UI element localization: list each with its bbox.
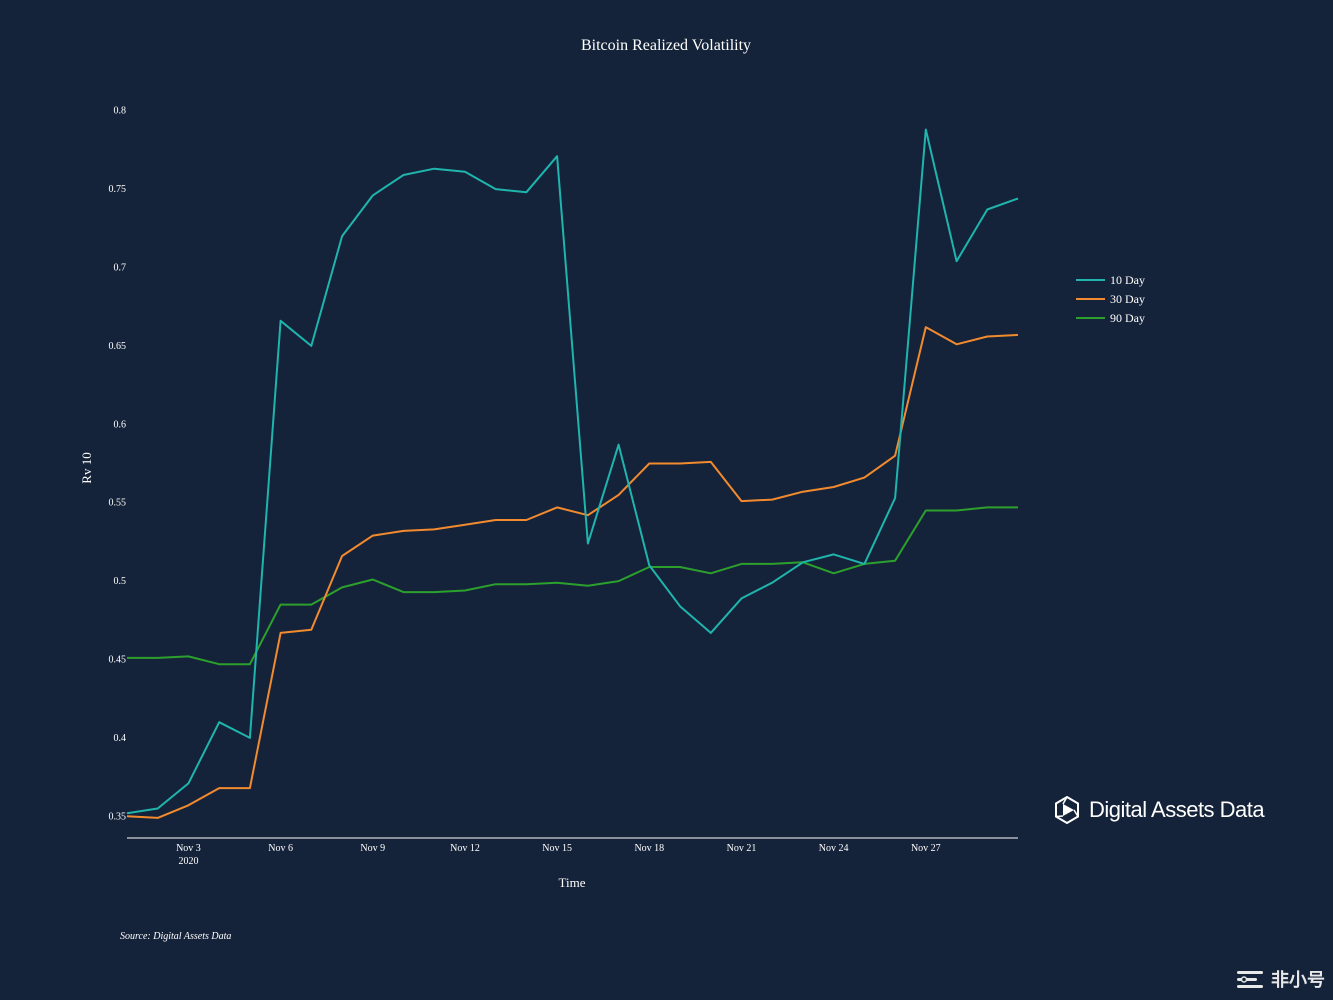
legend[interactable]: 10 Day 30 Day 90 Day bbox=[1076, 273, 1145, 325]
x-tick-label: Nov 9 bbox=[360, 843, 385, 854]
legend-item-90-day[interactable]: 90 Day bbox=[1076, 311, 1145, 325]
x-tick-label: Nov 18 bbox=[634, 843, 664, 854]
series-line-10-day bbox=[126, 128, 1019, 815]
legend-label: 10 Day bbox=[1110, 273, 1145, 287]
y-axis-label: Rv 10 bbox=[79, 452, 94, 483]
y-tick-label: 0.4 bbox=[114, 733, 127, 744]
y-tick-label: 0.75 bbox=[109, 184, 127, 195]
legend-item-10-day[interactable]: 10 Day bbox=[1076, 273, 1145, 287]
legend-label: 90 Day bbox=[1110, 311, 1145, 325]
x-axis-label: Time bbox=[559, 875, 586, 890]
legend-label: 30 Day bbox=[1110, 292, 1145, 306]
y-tick-label: 0.55 bbox=[109, 498, 127, 509]
y-axis: 0.35 0.4 0.45 0.5 0.55 0.6 0.65 0.7 0.75 0.8 bbox=[109, 106, 127, 823]
watermark: 非小号 bbox=[1237, 966, 1325, 992]
x-tick-label: Nov 27 bbox=[911, 843, 941, 854]
y-tick-label: 0.8 bbox=[114, 106, 127, 117]
source-note: Source: Digital Assets Data bbox=[120, 931, 232, 942]
x-tick-label: Nov 24 bbox=[819, 843, 849, 854]
brand-logo: Digital Assets Data bbox=[1053, 796, 1265, 824]
brand-name: Digital Assets Data bbox=[1089, 797, 1265, 822]
x-tick-sublabel: 2020 bbox=[178, 856, 198, 867]
x-axis: Nov 3 2020 Nov 6 Nov 9 Nov 12 Nov 15 Nov 18 Nov… bbox=[176, 843, 941, 867]
y-tick-label: 0.6 bbox=[114, 419, 127, 430]
series-lines bbox=[126, 128, 1019, 819]
legend-item-30-day[interactable]: 30 Day bbox=[1076, 292, 1145, 306]
x-tick-label: Nov 15 bbox=[542, 843, 572, 854]
y-tick-label: 0.35 bbox=[109, 811, 127, 822]
x-tick-label: Nov 3 bbox=[176, 843, 201, 854]
hexagon-logo-icon bbox=[1055, 796, 1079, 824]
x-tick-label: Nov 21 bbox=[727, 843, 757, 854]
x-tick-label: Nov 12 bbox=[450, 843, 480, 854]
series-line-30-day bbox=[126, 326, 1019, 819]
y-tick-label: 0.45 bbox=[109, 655, 127, 666]
y-tick-label: 0.65 bbox=[109, 341, 127, 352]
y-tick-label: 0.7 bbox=[114, 262, 127, 273]
series-line-90-day bbox=[127, 506, 1018, 666]
chart-title: Bitcoin Realized Volatility bbox=[581, 37, 751, 54]
y-tick-label: 0.5 bbox=[114, 576, 127, 587]
bars-icon bbox=[1237, 971, 1263, 988]
watermark-text: 非小号 bbox=[1271, 970, 1325, 991]
x-tick-label: Nov 6 bbox=[268, 843, 293, 854]
